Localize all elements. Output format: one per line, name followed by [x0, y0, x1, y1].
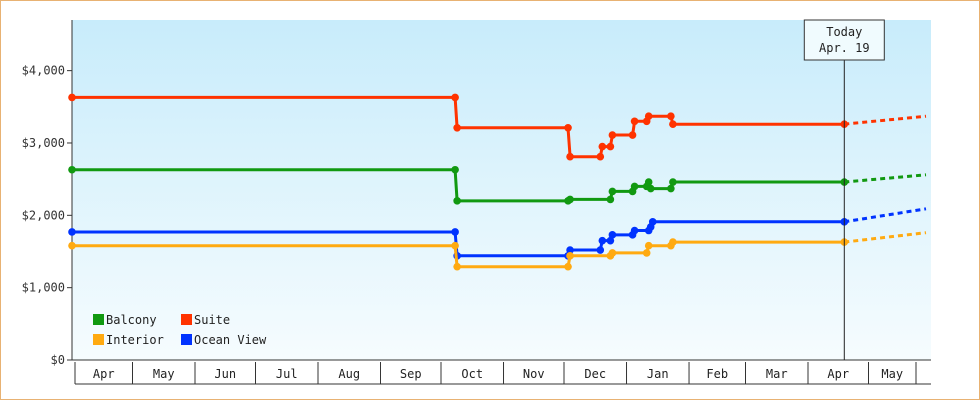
series-point — [451, 165, 459, 174]
series-point — [598, 142, 607, 151]
legend-swatch — [93, 314, 104, 325]
series-point — [608, 131, 617, 139]
series-point — [669, 178, 677, 186]
series-point — [646, 184, 655, 193]
series-point — [669, 238, 677, 246]
x-axis: Apr May Jun Jul Aug Sep Oct Nov Dec Jan Feb Mar Apr M… — [72, 359, 931, 385]
series-point — [669, 120, 677, 128]
today-label: Today — [826, 25, 862, 39]
y-tick-label: $1,000 — [22, 281, 65, 295]
month-label: Oct — [461, 367, 483, 381]
series-point — [451, 93, 459, 102]
series-point — [630, 226, 639, 235]
series-point — [606, 195, 615, 204]
month-label: Jun — [214, 367, 236, 381]
legend-swatch — [93, 334, 104, 345]
series-point — [566, 152, 574, 161]
series-point — [68, 228, 76, 236]
series-point — [648, 218, 657, 226]
series-point — [566, 246, 574, 254]
series-point — [598, 236, 607, 245]
month-label: Aug — [338, 367, 360, 381]
series-point — [628, 131, 637, 139]
legend-swatch — [181, 334, 192, 345]
series-point — [667, 184, 675, 193]
plot-area — [72, 20, 931, 360]
series-point — [68, 241, 76, 250]
series-point — [606, 142, 615, 151]
series-point — [596, 246, 605, 254]
series-point — [68, 93, 76, 102]
series-point — [644, 112, 653, 121]
series-point — [451, 228, 459, 236]
projection-line — [844, 173, 927, 184]
legend-label: Ocean View — [194, 333, 267, 347]
series-point — [566, 195, 574, 204]
series-layer — [68, 93, 927, 271]
legend-label: Balcony — [106, 313, 157, 327]
month-label: Dec — [584, 367, 606, 381]
month-label: Sep — [400, 367, 422, 381]
series-point — [564, 262, 572, 271]
series-point — [608, 187, 617, 196]
series-point — [451, 241, 459, 250]
series-point — [564, 123, 572, 132]
series-point — [667, 112, 675, 121]
y-tick-label: $3,000 — [22, 136, 65, 150]
today-marker: Today Apr. 19 — [803, 19, 885, 360]
month-label: Apr — [93, 367, 115, 381]
series-point — [596, 152, 605, 161]
series-line — [72, 95, 845, 159]
projection-line — [844, 207, 927, 224]
y-tick-label: $2,000 — [22, 208, 65, 222]
month-label: Jan — [647, 367, 669, 381]
series-point — [608, 231, 617, 239]
series-point — [453, 197, 461, 205]
projection-line — [844, 231, 927, 244]
series-point — [608, 249, 617, 257]
today-box — [803, 19, 885, 61]
y-tick-label: $0 — [51, 353, 65, 367]
series-point — [453, 262, 461, 271]
month-label: May — [881, 367, 903, 381]
projection-line — [844, 114, 927, 126]
series-point — [606, 236, 615, 245]
month-label: Feb — [706, 367, 728, 381]
month-label: Mar — [766, 367, 788, 381]
month-label: Nov — [523, 367, 545, 381]
month-label: Jul — [276, 367, 298, 381]
series-point — [566, 252, 574, 260]
series-point — [642, 249, 651, 257]
y-tick-label: $4,000 — [22, 64, 65, 78]
month-label: May — [153, 367, 175, 381]
month-band — [75, 362, 931, 384]
legend-swatch — [181, 314, 192, 325]
legend: Balcony Suite Interior Ocean View — [93, 313, 267, 347]
series-point — [68, 165, 76, 174]
month-label: Apr — [827, 367, 849, 381]
today-date: Apr. 19 — [819, 41, 870, 55]
legend-label: Suite — [194, 313, 230, 327]
legend-label: Interior — [106, 333, 164, 347]
series-point — [630, 182, 639, 191]
series-point — [644, 241, 653, 250]
series-point — [453, 123, 461, 132]
series-point — [644, 178, 653, 186]
y-axis: $0 $1,000 $2,000 $3,000 $4,000 — [22, 20, 73, 367]
series-point — [630, 117, 639, 126]
